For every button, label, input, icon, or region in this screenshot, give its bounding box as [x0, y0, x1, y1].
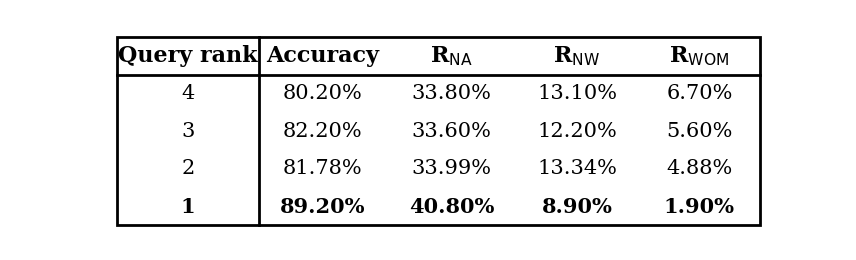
Text: 89.20%: 89.20%	[280, 197, 366, 217]
Text: 6.70%: 6.70%	[666, 84, 733, 103]
Text: 2: 2	[181, 159, 194, 178]
Text: 81.78%: 81.78%	[283, 159, 363, 178]
Text: 3: 3	[181, 122, 194, 141]
Text: Accuracy: Accuracy	[266, 45, 379, 67]
Text: 82.20%: 82.20%	[283, 122, 363, 141]
Text: 12.20%: 12.20%	[538, 122, 617, 141]
Text: 13.10%: 13.10%	[537, 84, 617, 103]
Text: 33.99%: 33.99%	[412, 159, 491, 178]
Text: 13.34%: 13.34%	[537, 159, 617, 178]
Text: 1: 1	[181, 197, 195, 217]
Text: 33.80%: 33.80%	[412, 84, 491, 103]
Text: 1.90%: 1.90%	[663, 197, 734, 217]
Text: 40.80%: 40.80%	[409, 197, 494, 217]
Text: 8.90%: 8.90%	[542, 197, 613, 217]
Text: Query rank: Query rank	[118, 45, 258, 67]
Text: 80.20%: 80.20%	[283, 84, 363, 103]
Text: R$_\mathrm{NW}$: R$_\mathrm{NW}$	[554, 44, 601, 68]
Text: R$_\mathrm{NA}$: R$_\mathrm{NA}$	[431, 44, 473, 68]
Text: 5.60%: 5.60%	[666, 122, 733, 141]
Text: 4.88%: 4.88%	[666, 159, 733, 178]
Text: R$_\mathrm{WOM}$: R$_\mathrm{WOM}$	[669, 44, 729, 68]
Text: 33.60%: 33.60%	[412, 122, 491, 141]
Text: 4: 4	[181, 84, 194, 103]
